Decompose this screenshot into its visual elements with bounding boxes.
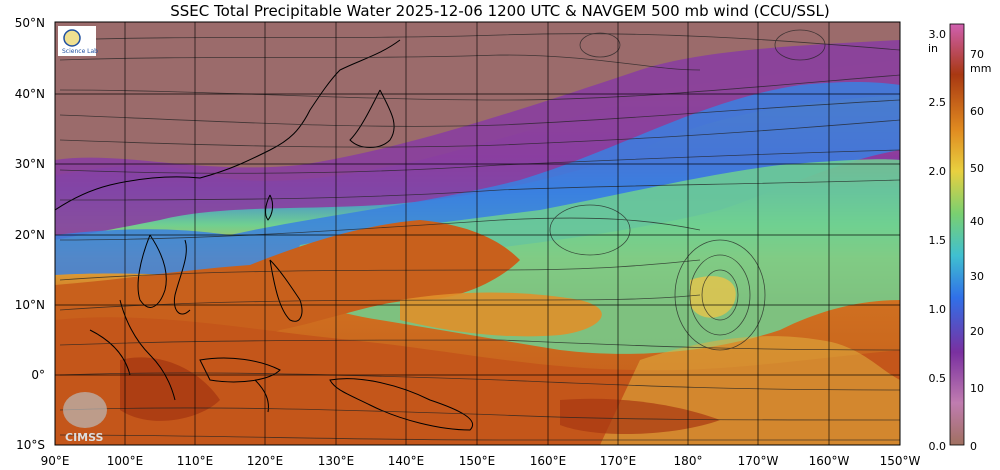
tpw-field <box>55 22 900 445</box>
colorbar-mm-tick: 0 <box>970 440 977 453</box>
colorbar-in-tick: 3.0 <box>929 28 947 41</box>
lat-label: 20°N <box>15 228 45 242</box>
svg-text:CIMSS: CIMSS <box>65 431 104 444</box>
lon-label: 150°E <box>459 454 496 468</box>
colorbar-scale <box>949 23 965 446</box>
colorbar-in-tick: 0.5 <box>929 372 947 385</box>
lat-label: 30°N <box>15 157 45 171</box>
lon-label: 120°E <box>247 454 284 468</box>
lon-label: 180° <box>674 454 703 468</box>
lat-label: 40°N <box>15 87 45 101</box>
lon-label: 160°E <box>530 454 567 468</box>
colorbar-mm-tick: 70 <box>970 48 984 61</box>
lat-lon-grid <box>55 22 900 445</box>
coastlines <box>55 39 473 431</box>
lon-label: 140°E <box>388 454 425 468</box>
lat-label: 0° <box>31 368 45 382</box>
map-title: SSEC Total Precipitable Water 2025-12-06… <box>170 2 830 20</box>
lat-label: 50°N <box>15 16 45 30</box>
colorbar-in-tick: 2.0 <box>929 165 947 178</box>
lon-label: 170°W <box>738 454 779 468</box>
lon-label: 150°W <box>880 454 921 468</box>
lon-label: 100°E <box>107 454 144 468</box>
lon-label: 160°W <box>809 454 850 468</box>
lon-label: 90°E <box>41 454 70 468</box>
colorbar-in-tick: 1.5 <box>929 234 947 247</box>
lon-label: 130°E <box>318 454 355 468</box>
wind-streamlines <box>59 29 900 441</box>
latitude-labels: 50°N 40°N 30°N 20°N 10°N 0° 10°S <box>15 16 45 452</box>
colorbar-mm-tick: 10 <box>970 382 984 395</box>
colorbar-unit-in: in <box>928 42 938 55</box>
lat-label: 10°S <box>16 438 45 452</box>
colorbar-mm-tick: 60 <box>970 105 984 118</box>
colorbar-mm-tick: 20 <box>970 325 984 338</box>
colorbar-in-tick: 0.0 <box>929 440 947 453</box>
colorbar-unit-mm: mm <box>970 62 991 75</box>
colorbar-in-tick: 1.0 <box>929 303 947 316</box>
colorbar-mm-tick: 30 <box>970 270 984 283</box>
colorbar-mm-tick: 50 <box>970 162 984 175</box>
cimss-watermark: CIMSS <box>63 392 107 444</box>
map-frame <box>54 21 901 446</box>
svg-text:Science Lab: Science Lab <box>62 48 98 55</box>
colorbar-mm-tick: 40 <box>970 215 984 228</box>
longitude-labels: 90°E 100°E 110°E 120°E 130°E 140°E 150°E… <box>41 454 921 468</box>
colorbar: in mm 3.0 2.5 2.0 1.5 1.0 0.5 0.0 70 60 … <box>928 23 991 453</box>
lon-label: 110°E <box>177 454 214 468</box>
science-lab-logo: Science Lab <box>58 26 98 56</box>
lon-label: 170°E <box>600 454 637 468</box>
colorbar-in-tick: 2.5 <box>929 96 947 109</box>
lat-label: 10°N <box>15 298 45 312</box>
